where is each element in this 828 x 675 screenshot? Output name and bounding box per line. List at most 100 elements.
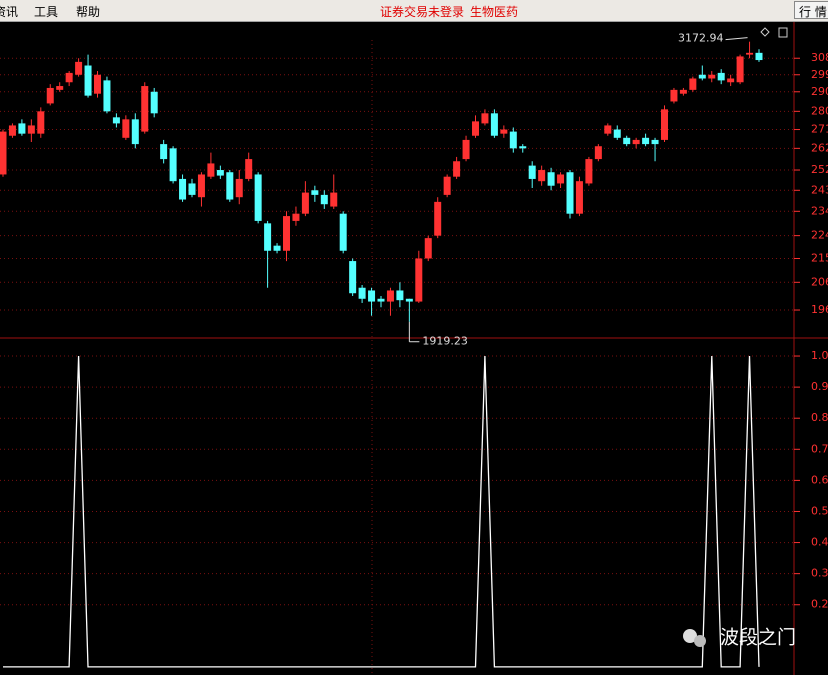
candle-body (755, 52, 763, 61)
candle-body (453, 161, 461, 177)
candle-body (538, 170, 546, 182)
watermark-text: 波段之门 (720, 627, 796, 649)
candle-body (141, 86, 149, 132)
candle-body (698, 74, 706, 79)
candle-body (94, 74, 101, 94)
candle-body (386, 290, 394, 302)
watermark: 波段之门 (683, 627, 796, 649)
trade-status: 证券交易未登录 (380, 5, 465, 19)
indicator-line (3, 355, 760, 668)
y-tick-label: 0.4 (811, 536, 828, 549)
candle-body (642, 137, 650, 145)
candle-body (509, 131, 517, 149)
candle-body (226, 172, 234, 200)
candle-body (415, 258, 423, 302)
candle-body (75, 61, 83, 75)
candle-body (679, 89, 687, 94)
candle-body (368, 290, 376, 302)
candle-body (717, 72, 725, 81)
menu-item[interactable]: 资讯 (0, 5, 19, 19)
candle-body (112, 117, 120, 124)
y-tick-label: 2340 (811, 204, 828, 217)
candle-body (245, 159, 253, 179)
y-tick-label: 0.8 (811, 411, 828, 424)
y-tick-label: 0.3 (811, 567, 828, 580)
candle-body (481, 113, 489, 124)
candle-body (613, 129, 621, 138)
candle-body (84, 65, 92, 96)
y-tick-label: 2240 (811, 229, 828, 242)
candle-body (56, 86, 64, 90)
candle-body (197, 174, 205, 198)
y-tick-label: 0.6 (811, 473, 828, 486)
candle-body (651, 139, 659, 145)
candle-body (254, 174, 262, 221)
candle-body (216, 170, 224, 176)
candle-body (557, 174, 565, 184)
menu-item[interactable]: 帮助 (76, 5, 101, 19)
candle-body (661, 109, 668, 140)
candle-body (566, 172, 574, 214)
quote-button[interactable]: 行 情 (794, 1, 828, 19)
icon[interactable] (760, 27, 770, 37)
candle-body (169, 148, 177, 182)
y-tick-label: 0.7 (811, 442, 828, 455)
candle-body (594, 146, 602, 160)
y-tick-label: 2710 (811, 123, 828, 136)
candle-body (27, 125, 35, 134)
candle-body (264, 223, 272, 251)
candle-body (472, 121, 479, 136)
y-tick-label: 1960 (811, 303, 828, 316)
menu-item[interactable]: 工具 (34, 5, 59, 19)
y-tick-label: 2990 (811, 68, 828, 81)
chart: 3080 2990 2900 2800 2710 2620 2520 2430 2340 2240… (0, 22, 828, 675)
candle-body (604, 125, 612, 134)
candle-body (727, 78, 735, 83)
candle-body (358, 287, 366, 299)
candle-body (8, 125, 16, 136)
candle-body (462, 139, 470, 160)
candle-body (188, 183, 196, 195)
candle-body (632, 139, 640, 145)
candle-body (575, 181, 583, 214)
candle-body (547, 172, 555, 186)
y-tick-label: 0.5 (811, 504, 828, 517)
sector-name: 生物医药 (470, 5, 519, 19)
candle-body (179, 178, 187, 200)
candle-body (160, 144, 168, 160)
candle-body (46, 87, 54, 104)
candle-body (736, 56, 744, 83)
annotation-arrow (725, 37, 748, 41)
candle-body (349, 261, 357, 294)
y-tick-label: 1.0 (811, 349, 828, 362)
candle-body (0, 131, 7, 175)
candle-body (18, 123, 26, 134)
menu-bar: 资讯 工具 帮助 证券交易未登录 生物医药 行 情 (0, 0, 828, 22)
y-tick-label: 0.2 (811, 598, 828, 611)
candle-body (330, 192, 338, 207)
candle-body (490, 113, 498, 136)
y-tick-label: 2150 (811, 251, 828, 264)
y-tick-label: 2520 (811, 163, 828, 176)
icon[interactable] (778, 27, 788, 38)
candle-body (500, 129, 508, 134)
y-tick-label: 2430 (811, 183, 828, 196)
y-tick-label: 2800 (811, 104, 828, 117)
y-tick-label: 2900 (811, 85, 828, 98)
candle-body (283, 216, 290, 251)
candle-body (434, 201, 442, 236)
candle-body (528, 165, 536, 179)
candle-body (65, 72, 73, 83)
high-label: 3172.94 (678, 32, 724, 45)
candle-body (150, 91, 158, 114)
candle-body (689, 78, 697, 90)
low-label: 1919.23 (422, 335, 468, 348)
candle-body (292, 213, 300, 221)
candle-body (405, 298, 413, 302)
candle-body (311, 190, 319, 195)
candle-body (424, 238, 432, 259)
candle-body (708, 74, 716, 79)
candle-body (443, 176, 451, 195)
candle-body (339, 213, 347, 251)
